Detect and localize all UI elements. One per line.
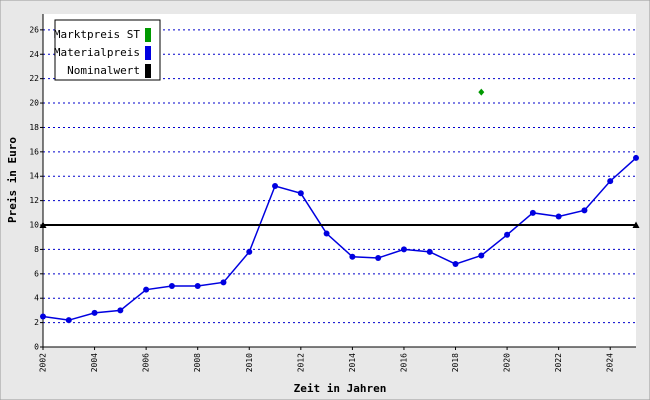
point bbox=[65, 317, 72, 324]
point bbox=[194, 283, 201, 290]
legend-label: Marktpreis ST bbox=[54, 28, 140, 41]
point bbox=[426, 248, 433, 255]
y-tick-label: 22 bbox=[29, 74, 39, 83]
y-tick-label: 16 bbox=[29, 147, 39, 156]
y-tick-label: 24 bbox=[29, 50, 39, 59]
y-tick-label: 4 bbox=[34, 294, 39, 303]
x-tick-label: 2022 bbox=[554, 353, 563, 372]
x-axis-label: Zeit in Jahren bbox=[294, 382, 387, 395]
x-tick-label: 2020 bbox=[503, 353, 512, 372]
point bbox=[40, 313, 46, 320]
y-tick-label: 2 bbox=[34, 318, 39, 327]
legend-label: Nominalwert bbox=[67, 64, 140, 77]
legend-swatch bbox=[145, 64, 151, 78]
point bbox=[478, 88, 485, 96]
point bbox=[117, 307, 124, 314]
x-tick-label: 2016 bbox=[399, 353, 408, 372]
y-tick-label: 26 bbox=[29, 25, 39, 34]
point bbox=[272, 182, 279, 189]
y-tick-label: 6 bbox=[34, 269, 39, 278]
point bbox=[220, 279, 227, 286]
x-tick-label: 2002 bbox=[39, 353, 48, 372]
legend-label: Materialpreis bbox=[54, 46, 140, 59]
point bbox=[529, 209, 536, 216]
legend-swatch bbox=[145, 46, 151, 60]
x-tick-label: 2008 bbox=[193, 353, 202, 372]
point bbox=[607, 178, 614, 185]
point bbox=[504, 231, 511, 238]
y-axis-label: Preis in Euro bbox=[6, 137, 19, 223]
y-tick-label: 14 bbox=[29, 172, 39, 181]
x-tick-label: 2004 bbox=[90, 353, 99, 372]
point bbox=[91, 309, 98, 316]
x-tick-label: 2014 bbox=[348, 353, 357, 372]
point bbox=[168, 283, 175, 290]
y-tick-label: 20 bbox=[29, 99, 39, 108]
point bbox=[632, 221, 640, 229]
legend-box bbox=[54, 19, 161, 81]
point bbox=[555, 213, 562, 220]
x-tick-label: 2018 bbox=[451, 353, 460, 372]
x-tick-label: 2006 bbox=[142, 353, 151, 372]
point bbox=[375, 254, 382, 261]
point bbox=[478, 252, 485, 259]
x-tick-label: 2012 bbox=[296, 353, 305, 372]
x-tick-label: 2024 bbox=[606, 353, 615, 372]
point bbox=[633, 154, 639, 161]
y-tick-label: 10 bbox=[29, 221, 39, 230]
y-tick-label: 8 bbox=[34, 245, 39, 254]
point bbox=[39, 221, 47, 229]
legend-swatch bbox=[145, 28, 151, 42]
x-tick-label: 2010 bbox=[245, 353, 254, 372]
point bbox=[297, 190, 304, 197]
point bbox=[400, 246, 407, 253]
point bbox=[246, 248, 253, 255]
y-tick-label: 0 bbox=[34, 343, 39, 352]
y-tick-label: 18 bbox=[29, 123, 39, 132]
point bbox=[349, 253, 356, 260]
point bbox=[323, 230, 330, 237]
point bbox=[452, 261, 459, 268]
point bbox=[581, 207, 588, 214]
y-tick-label: 12 bbox=[29, 196, 39, 205]
series-line bbox=[42, 157, 637, 321]
point bbox=[143, 286, 150, 293]
